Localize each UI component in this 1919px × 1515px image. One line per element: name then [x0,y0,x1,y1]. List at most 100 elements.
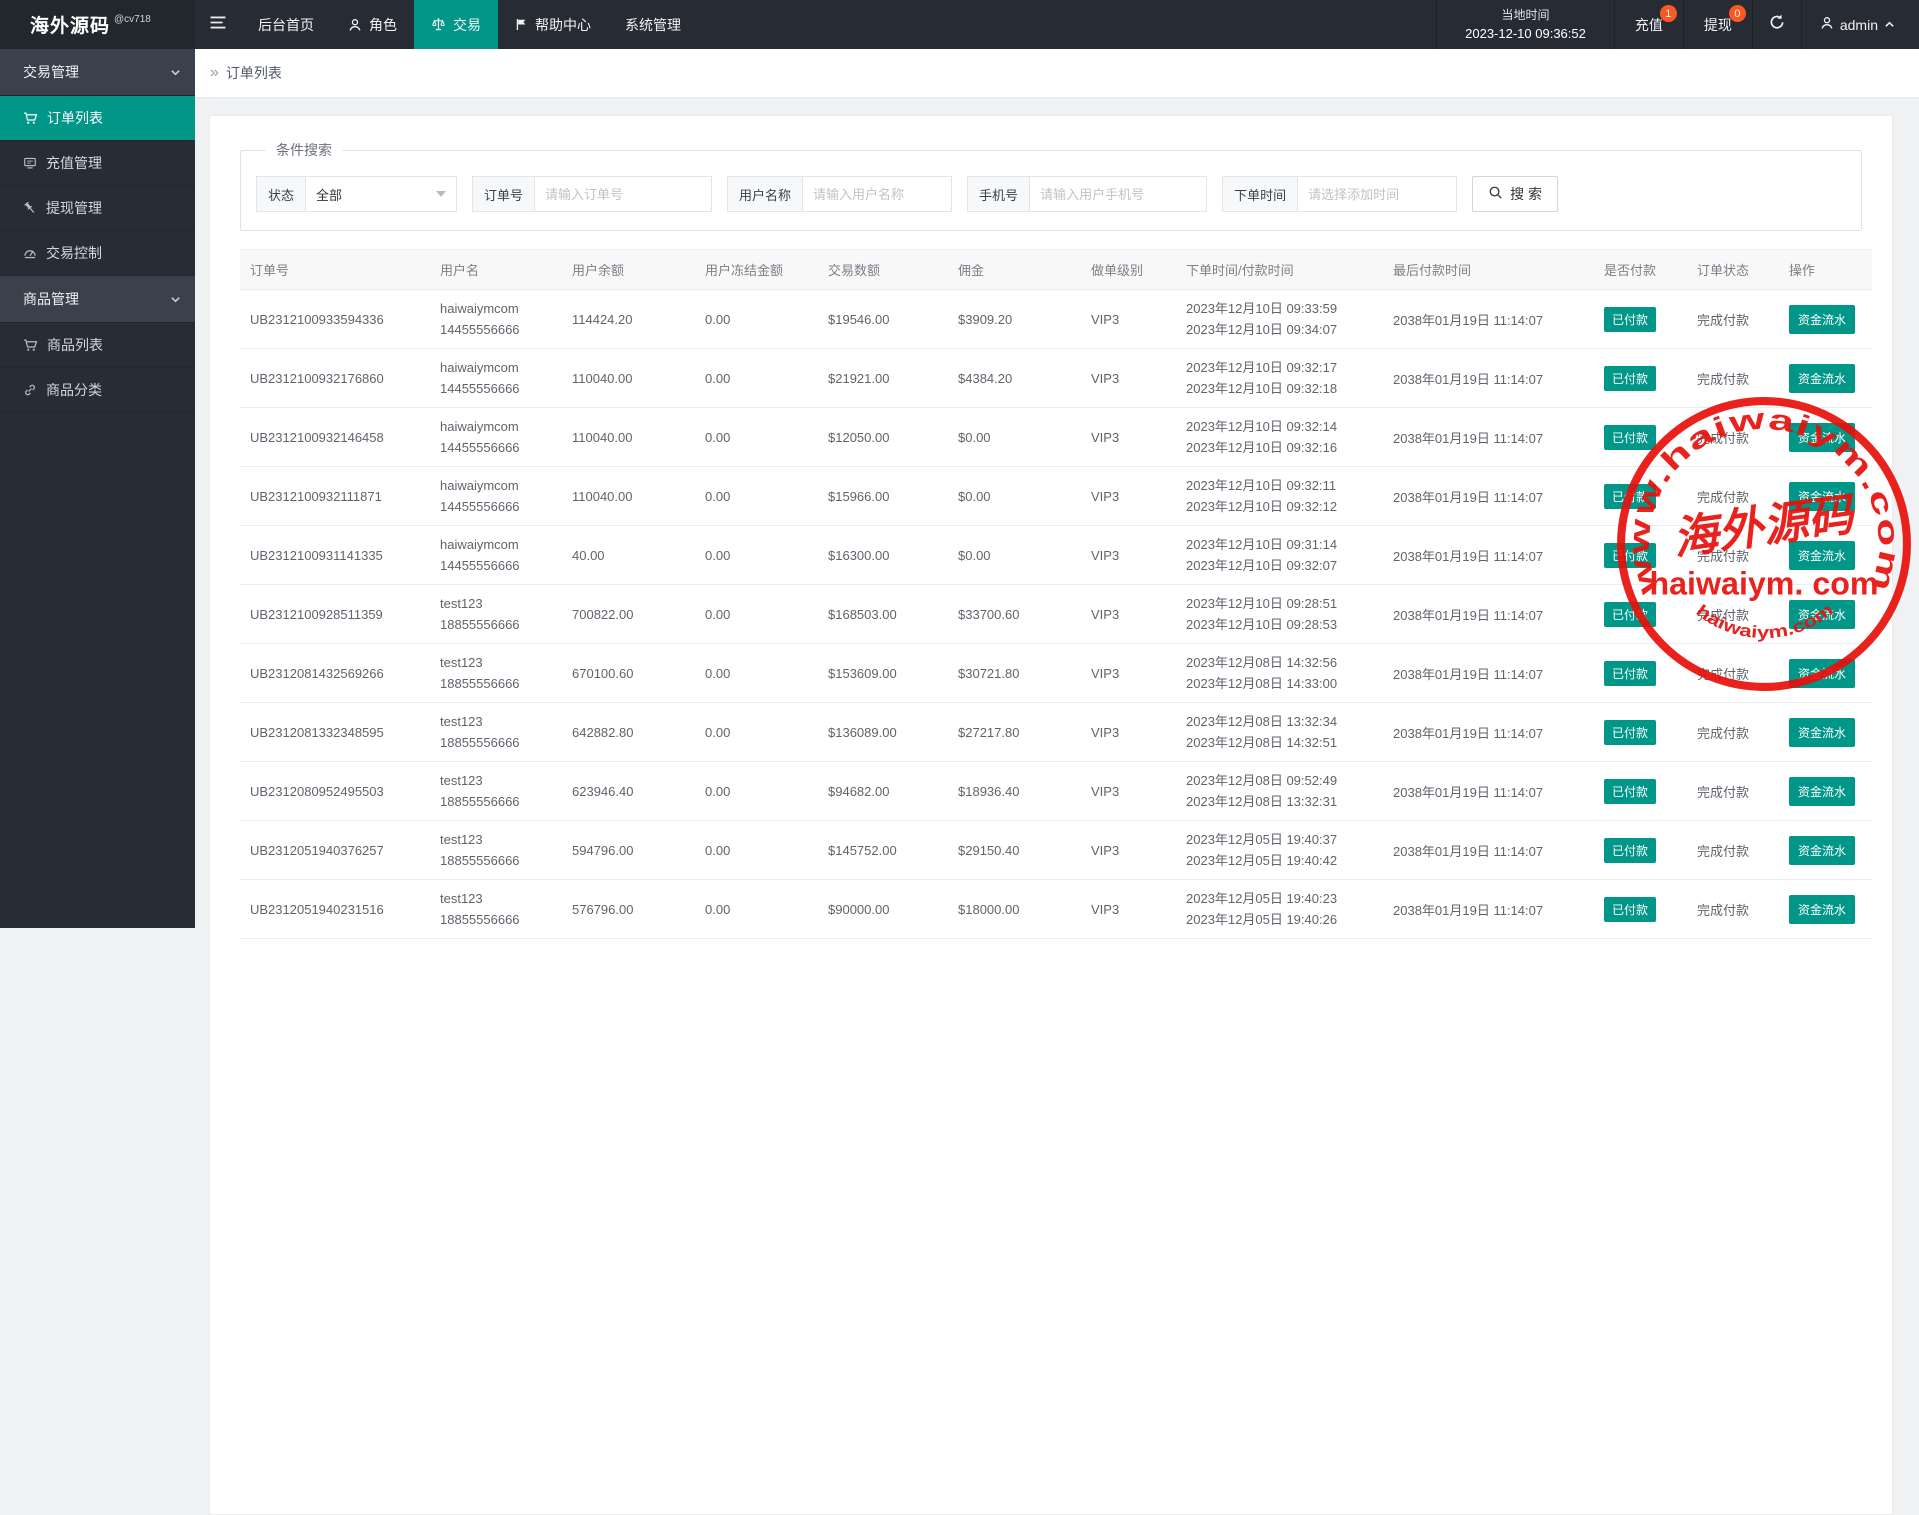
cell-last-pay-time: 2038年01月19日 11:14:07 [1383,289,1594,349]
nav-item-label: 系统管理 [625,16,681,33]
column-header-佣金: 佣金 [948,249,1081,290]
cell-balance: 700822.00 [562,584,695,644]
user-name: test123 [440,832,483,847]
fund-flow-button[interactable]: 资金流水 [1789,422,1856,452]
fund-flow-button[interactable]: 资金流水 [1789,363,1856,393]
nav-item-后台首页[interactable]: 后台首页 [241,0,331,49]
cell-level: VIP3 [1081,879,1176,939]
cell-actions: 资金流水 [1779,348,1872,408]
breadcrumb: » 订单列表 [195,49,1919,98]
cell-balance: 110040.00 [562,466,695,526]
cell-paid: 已付款 [1594,879,1687,939]
cell-paid: 已付款 [1594,348,1687,408]
nav-item-帮助中心[interactable]: 帮助中心 [498,0,608,49]
search-button[interactable]: 搜 索 [1472,176,1558,212]
fund-flow-button[interactable]: 资金流水 [1789,599,1856,629]
sidebar-item-订单列表[interactable]: 订单列表 [0,96,195,141]
pay-time: 2023年12月10日 09:32:07 [1186,558,1338,573]
cell-actions: 资金流水 [1779,820,1872,880]
sidebar-toggle-button[interactable] [195,0,241,49]
user-name: haiwaiymcom [440,360,519,375]
cell-frozen: 0.00 [695,820,818,880]
column-header-用户名: 用户名 [430,249,562,290]
refresh-button[interactable] [1753,0,1802,49]
cell-level: VIP3 [1081,643,1176,703]
cell-order-no: UB2312100931141335 [240,525,430,585]
cell-user: test123 18855556666 [430,584,562,644]
quick-action-充值[interactable]: 充值 1 [1615,0,1684,49]
cell-paid: 已付款 [1594,820,1687,880]
sidebar-item-label: 商品分类 [46,382,102,398]
filter-group-订单号: 订单号 [472,176,713,212]
flag-icon [515,18,528,31]
cell-user: haiwaiymcom 14455556666 [430,525,562,585]
filter-input-下单时间[interactable] [1297,176,1458,212]
cell-amount: $145752.00 [818,820,948,880]
cell-order-no: UB2312051940231516 [240,879,430,939]
cell-last-pay-time: 2038年01月19日 11:14:07 [1383,702,1594,762]
cell-frozen: 0.00 [695,879,818,939]
order-time: 2023年12月05日 19:40:37 [1186,832,1338,847]
fund-flow-button[interactable]: 资金流水 [1789,540,1856,570]
cell-commission: $4384.20 [948,348,1081,408]
cell-commission: $3909.20 [948,289,1081,349]
sidebar-section-商品管理[interactable]: 商品管理 [0,276,195,323]
fund-flow-button[interactable]: 资金流水 [1789,717,1856,747]
fund-flow-button[interactable]: 资金流水 [1789,776,1856,806]
cell-user: test123 18855556666 [430,820,562,880]
notification-badge: 1 [1659,5,1677,22]
quick-action-label: 提现 [1703,16,1732,33]
cell-amount: $136089.00 [818,702,948,762]
fund-flow-button[interactable]: 资金流水 [1789,304,1856,334]
nav-item-角色[interactable]: 角色 [331,0,414,49]
fund-flow-button[interactable]: 资金流水 [1789,481,1856,511]
user-name: test123 [440,655,483,670]
column-header-用户余额: 用户余额 [562,249,695,290]
user-name: test123 [440,773,483,788]
quick-action-提现[interactable]: 提现 0 [1684,0,1753,49]
cell-balance: 670100.60 [562,643,695,703]
filter-input-手机号[interactable] [1029,176,1208,212]
status-select[interactable]: 全部 [305,176,458,212]
filter-label: 用户名称 [727,176,803,212]
user-menu[interactable]: admin [1802,0,1919,49]
column-header-订单状态: 订单状态 [1687,249,1779,290]
user-phone: 14455556666 [440,558,520,573]
cell-order-status: 完成付款 [1687,407,1779,467]
fund-flow-button[interactable]: 资金流水 [1789,658,1856,688]
table-row: UB2312100932146458 haiwaiymcom 14455556666… [240,407,1872,467]
fund-flow-button[interactable]: 资金流水 [1789,894,1856,924]
cell-order-time: 2023年12月10日 09:32:11 2023年12月10日 09:32:12 [1176,466,1383,526]
cell-commission: $0.00 [948,466,1081,526]
cell-order-no: UB2312081432569266 [240,643,430,703]
fund-flow-button[interactable]: 资金流水 [1789,835,1856,865]
nav-item-系统管理[interactable]: 系统管理 [608,0,698,49]
sidebar-item-商品列表[interactable]: 商品列表 [0,323,195,368]
sidebar-item-充值管理[interactable]: 充值管理 [0,141,195,186]
cell-level: VIP3 [1081,289,1176,349]
cart-icon [23,338,38,353]
order-time: 2023年12月10日 09:32:14 [1186,419,1338,434]
cell-last-pay-time: 2038年01月19日 11:14:07 [1383,879,1594,939]
filter-input-用户名称[interactable] [802,176,953,212]
user-name: haiwaiymcom [440,301,519,316]
user-icon [1820,16,1834,33]
sidebar-item-商品分类[interactable]: 商品分类 [0,368,195,413]
column-header-是否付款: 是否付款 [1594,249,1687,290]
nav-item-交易[interactable]: 交易 [414,0,498,49]
filter-input-订单号[interactable] [534,176,713,212]
link-icon [23,383,37,397]
column-header-订单号: 订单号 [240,249,430,290]
gauge-icon [23,246,37,260]
cell-order-status: 完成付款 [1687,820,1779,880]
pay-time: 2023年12月10日 09:28:53 [1186,617,1338,632]
table-row: UB2312100931141335 haiwaiymcom 14455556666… [240,525,1872,585]
order-time: 2023年12月08日 14:32:56 [1186,655,1338,670]
board-icon [23,156,37,170]
status-filter-group: 状态 全部 [256,176,458,212]
cell-level: VIP3 [1081,466,1176,526]
sidebar-item-提现管理[interactable]: 提现管理 [0,186,195,231]
nav-item-label: 交易 [453,16,481,33]
sidebar-item-交易控制[interactable]: 交易控制 [0,231,195,276]
sidebar-section-交易管理[interactable]: 交易管理 [0,49,195,96]
